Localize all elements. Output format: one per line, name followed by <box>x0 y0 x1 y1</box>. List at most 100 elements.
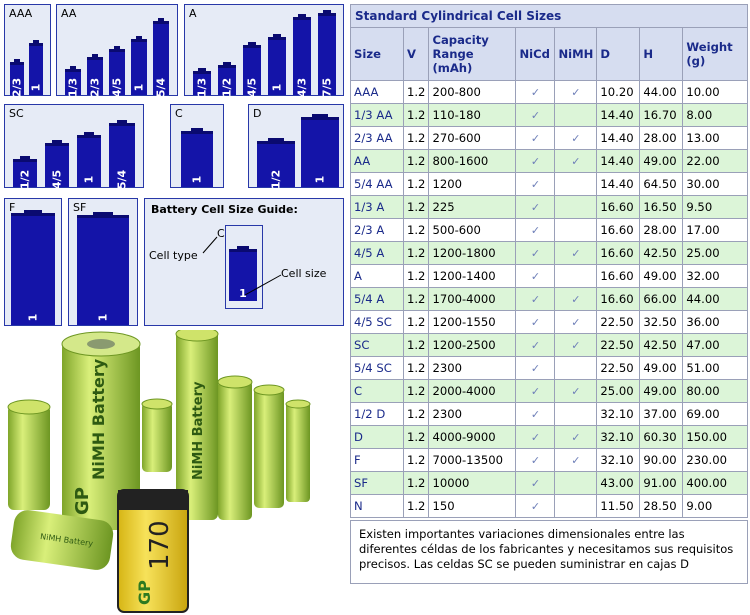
table-row: 2/3 AA 1.2 270-600 ✓ ✓ 14.40 28.00 13.00 <box>351 127 747 149</box>
table-row: 5/4 AA 1.2 1200 ✓ 14.40 64.50 30.00 <box>351 173 747 195</box>
weight-cell: 150.00 <box>683 426 747 448</box>
table-row: A 1.2 1200-1400 ✓ 16.60 49.00 32.00 <box>351 265 747 287</box>
nimh-cell <box>555 173 597 195</box>
table-row: 4/5 SC 1.2 1200-1550 ✓ ✓ 22.50 32.50 36.00 <box>351 311 747 333</box>
panel-a: A 1/3 1/2 4/5 1 4/3 7/5 <box>184 4 344 97</box>
diameter-cell: 16.60 <box>597 265 640 287</box>
cell-sc-1-2: 1/2 <box>13 156 37 189</box>
panel-aaa: AAA 2/3 1 <box>4 4 51 97</box>
header-nimh: NiMH <box>555 28 597 80</box>
nimh-cell <box>555 403 597 425</box>
table-row: 4/5 A 1.2 1200-1800 ✓ ✓ 16.60 42.50 25.00 <box>351 242 747 264</box>
diameter-cell: 43.00 <box>597 472 640 494</box>
size-cell: 1/2 D <box>351 403 403 425</box>
height-cell: 28.00 <box>640 219 683 241</box>
header-size: Size <box>351 28 403 80</box>
table-row: 5/4 A 1.2 1700-4000 ✓ ✓ 16.60 66.00 44.00 <box>351 288 747 310</box>
table-row: C 1.2 2000-4000 ✓ ✓ 25.00 49.00 80.00 <box>351 380 747 402</box>
panel-label: A <box>189 7 197 20</box>
size-cell: 1/3 A <box>351 196 403 218</box>
nicd-cell: ✓ <box>516 357 555 379</box>
capacity-cell: 1200-1400 <box>429 265 516 287</box>
capacity-cell: 150 <box>429 495 516 517</box>
battery-cell-tiny <box>141 398 173 472</box>
photo-nimh-label-2: NiMH Battery <box>191 381 206 480</box>
cell-sc-4-5: 4/5 <box>45 140 69 189</box>
nimh-cell <box>555 472 597 494</box>
cell-aaa-1: 1 <box>29 40 43 95</box>
weight-cell: 30.00 <box>683 173 747 195</box>
table-row: F 1.2 7000-13500 ✓ ✓ 32.10 90.00 230.00 <box>351 449 747 471</box>
guide-title: Battery Cell Size Guide: <box>151 203 298 216</box>
size-cell: SC <box>351 334 403 356</box>
capacity-cell: 1200-1800 <box>429 242 516 264</box>
capacity-cell: 2300 <box>429 357 516 379</box>
battery-photo: NiMH Battery GP NiMH Battery NiMH Batter… <box>7 330 311 613</box>
voltage-cell: 1.2 <box>404 173 429 195</box>
weight-cell: 13.00 <box>683 127 747 149</box>
cell-a-4-5: 4/5 <box>243 42 261 97</box>
panel-label: SC <box>9 107 24 120</box>
nimh-cell: ✓ <box>555 449 597 471</box>
legend-cell-size-label: Cell size <box>281 267 327 280</box>
cell-aa-4-5: 4/5 <box>109 46 125 97</box>
battery-cell-small-left <box>7 399 51 510</box>
cell-a-1: 1 <box>268 34 286 95</box>
weight-cell: 32.00 <box>683 265 747 287</box>
cell-f-1: 1 <box>11 210 55 325</box>
battery-cell-right-2 <box>253 384 285 508</box>
voltage-cell: 1.2 <box>404 150 429 172</box>
height-cell: 42.50 <box>640 334 683 356</box>
weight-cell: 25.00 <box>683 242 747 264</box>
capacity-cell: 2000-4000 <box>429 380 516 402</box>
panel-f: F 1 <box>4 198 62 326</box>
capacity-cell: 7000-13500 <box>429 449 516 471</box>
capacity-cell: 500-600 <box>429 219 516 241</box>
nimh-cell: ✓ <box>555 334 597 356</box>
cell-a-1-3: 1/3 <box>193 68 211 97</box>
panel-label: SF <box>73 201 87 214</box>
panel-label: AAA <box>9 7 33 20</box>
height-cell: 90.00 <box>640 449 683 471</box>
voltage-cell: 1.2 <box>404 334 429 356</box>
battery-cell-large: NiMH Battery GP <box>61 331 141 530</box>
height-cell: 28.50 <box>640 495 683 517</box>
diameter-cell: 11.50 <box>597 495 640 517</box>
weight-cell: 47.00 <box>683 334 747 356</box>
cell-aa-1: 1 <box>131 36 147 95</box>
diameter-cell: 14.40 <box>597 150 640 172</box>
nicd-cell: ✓ <box>516 127 555 149</box>
height-cell: 32.50 <box>640 311 683 333</box>
nicd-cell: ✓ <box>516 426 555 448</box>
battery-cell-tall: NiMH Battery <box>175 330 219 520</box>
cell-a-1-2: 1/2 <box>218 62 236 97</box>
height-cell: 16.70 <box>640 104 683 126</box>
capacity-cell: 110-180 <box>429 104 516 126</box>
capacity-cell: 10000 <box>429 472 516 494</box>
nicd-cell: ✓ <box>516 219 555 241</box>
nimh-cell: ✓ <box>555 426 597 448</box>
height-cell: 28.00 <box>640 127 683 149</box>
capacity-cell: 4000-9000 <box>429 426 516 448</box>
nimh-cell: ✓ <box>555 311 597 333</box>
table-row: 1/3 A 1.2 225 ✓ 16.60 16.50 9.50 <box>351 196 747 218</box>
weight-cell: 9.00 <box>683 495 747 517</box>
voltage-cell: 1.2 <box>404 288 429 310</box>
battery-cell-right-3 <box>285 399 311 502</box>
nicd-cell: ✓ <box>516 196 555 218</box>
cell-aa-1-3: 1/3 <box>65 66 81 97</box>
nimh-cell: ✓ <box>555 81 597 103</box>
header-weight: Weight (g) <box>683 28 747 80</box>
voltage-cell: 1.2 <box>404 311 429 333</box>
voltage-cell: 1.2 <box>404 81 429 103</box>
capacity-cell: 1700-4000 <box>429 288 516 310</box>
panel-d: D 1/2 1 <box>248 104 344 189</box>
nimh-cell <box>555 357 597 379</box>
capacity-cell: 225 <box>429 196 516 218</box>
cell-d-1: 1 <box>301 114 339 187</box>
cell-a-4-3: 4/3 <box>293 14 311 97</box>
nimh-cell <box>555 265 597 287</box>
size-cell: 5/4 SC <box>351 357 403 379</box>
diameter-cell: 25.00 <box>597 380 640 402</box>
diameter-cell: 16.60 <box>597 196 640 218</box>
